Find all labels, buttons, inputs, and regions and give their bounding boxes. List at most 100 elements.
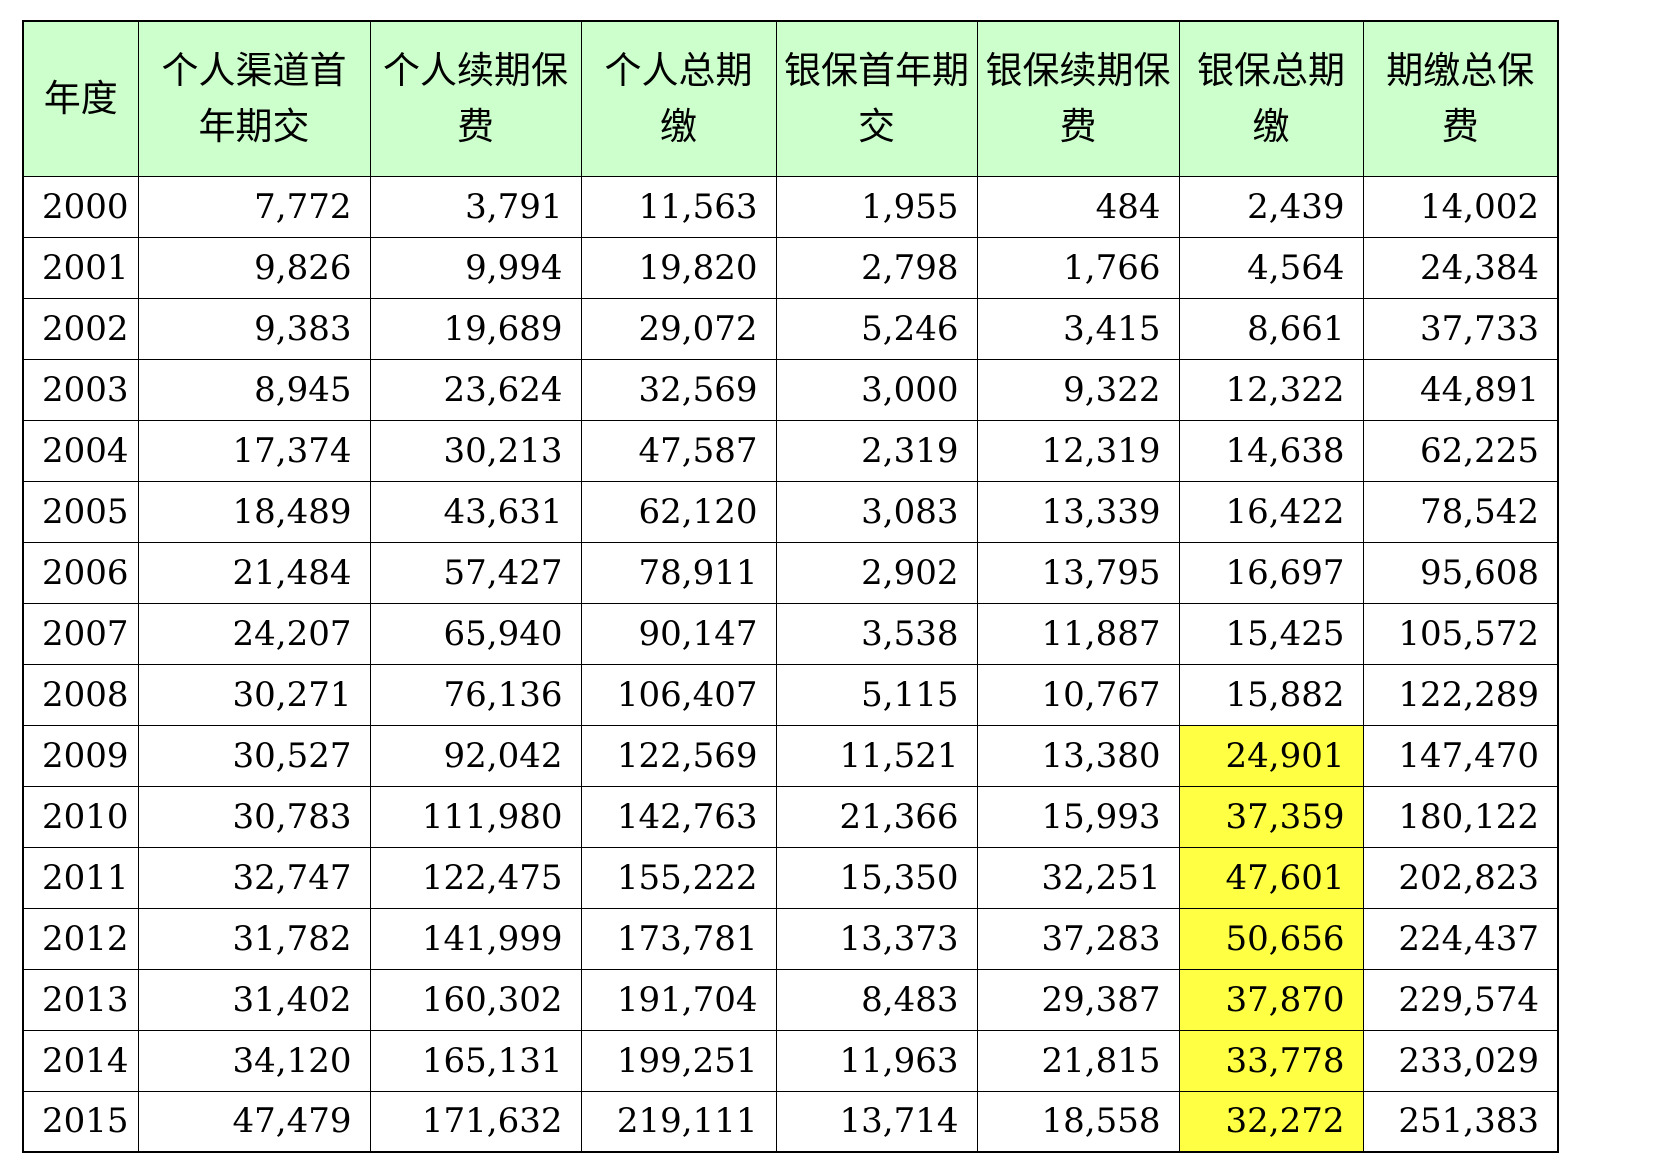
cell-bancassurance-total: 2,439 — [1178, 175, 1364, 238]
cell-total-premium: 95,608 — [1362, 541, 1559, 604]
header-individual-renewal: 个人续期保费 — [369, 20, 582, 177]
cell-individual-total: 173,781 — [580, 907, 777, 970]
cell-bancassurance-first-year: 21,366 — [775, 785, 978, 848]
cell-individual-total: 155,222 — [580, 846, 777, 909]
cell-year: 2012 — [22, 907, 139, 970]
cell-bancassurance-total: 33,778 — [1178, 1029, 1364, 1092]
cell-bancassurance-renewal: 13,339 — [976, 480, 1180, 543]
table-row: 2010 30,783 111,980 142,763 21,366 15,993 37,3… — [22, 785, 1559, 848]
cell-individual-renewal: 111,980 — [369, 785, 582, 848]
cell-total-premium: 78,542 — [1362, 480, 1559, 543]
header-bancassurance-renewal: 银保续期保费 — [976, 20, 1180, 177]
table-row: 2004 17,374 30,213 47,587 2,319 12,319 14,638 6… — [22, 419, 1559, 482]
cell-total-premium: 224,437 — [1362, 907, 1559, 970]
cell-bancassurance-first-year: 5,115 — [775, 663, 978, 726]
cell-bancassurance-total: 8,661 — [1178, 297, 1364, 360]
cell-bancassurance-first-year: 8,483 — [775, 968, 978, 1031]
cell-total-premium: 122,289 — [1362, 663, 1559, 726]
cell-bancassurance-first-year: 3,000 — [775, 358, 978, 421]
cell-total-premium: 105,572 — [1362, 602, 1559, 665]
cell-individual-first-year: 7,772 — [137, 175, 371, 238]
cell-year: 2002 — [22, 297, 139, 360]
cell-individual-renewal: 43,631 — [369, 480, 582, 543]
cell-bancassurance-renewal: 18,558 — [976, 1090, 1180, 1153]
cell-bancassurance-renewal: 9,322 — [976, 358, 1180, 421]
table-row: 2006 21,484 57,427 78,911 2,902 13,795 16,697 9… — [22, 541, 1559, 604]
cell-year: 2004 — [22, 419, 139, 482]
cell-bancassurance-first-year: 5,246 — [775, 297, 978, 360]
cell-bancassurance-renewal: 15,993 — [976, 785, 1180, 848]
cell-bancassurance-first-year: 3,538 — [775, 602, 978, 665]
cell-individual-first-year: 32,747 — [137, 846, 371, 909]
cell-individual-renewal: 23,624 — [369, 358, 582, 421]
table-row: 2005 18,489 43,631 62,120 3,083 13,339 16,422 7… — [22, 480, 1559, 543]
table-row: 2009 30,527 92,042 122,569 11,521 13,380 24,90… — [22, 724, 1559, 787]
cell-individual-renewal: 141,999 — [369, 907, 582, 970]
cell-bancassurance-first-year: 3,083 — [775, 480, 978, 543]
cell-bancassurance-first-year: 2,798 — [775, 236, 978, 299]
cell-individual-total: 142,763 — [580, 785, 777, 848]
cell-individual-renewal: 165,131 — [369, 1029, 582, 1092]
cell-bancassurance-renewal: 3,415 — [976, 297, 1180, 360]
cell-bancassurance-total: 4,564 — [1178, 236, 1364, 299]
cell-total-premium: 202,823 — [1362, 846, 1559, 909]
cell-year: 2005 — [22, 480, 139, 543]
cell-individual-first-year: 47,479 — [137, 1090, 371, 1153]
cell-individual-first-year: 31,402 — [137, 968, 371, 1031]
cell-bancassurance-first-year: 1,955 — [775, 175, 978, 238]
cell-bancassurance-total: 16,422 — [1178, 480, 1364, 543]
cell-individual-total: 90,147 — [580, 602, 777, 665]
cell-individual-first-year: 18,489 — [137, 480, 371, 543]
cell-year: 2003 — [22, 358, 139, 421]
cell-individual-total: 29,072 — [580, 297, 777, 360]
table-row: 2008 30,271 76,136 106,407 5,115 10,767 15,882… — [22, 663, 1559, 726]
cell-individual-first-year: 30,527 — [137, 724, 371, 787]
cell-year: 2013 — [22, 968, 139, 1031]
header-row: 年度 个人渠道首年期交 个人续期保费 个人总期缴 银保首年期交 银保续期保费 银… — [22, 20, 1559, 177]
cell-year: 2001 — [22, 236, 139, 299]
cell-total-premium: 251,383 — [1362, 1090, 1559, 1153]
cell-individual-total: 11,563 — [580, 175, 777, 238]
cell-bancassurance-total: 14,638 — [1178, 419, 1364, 482]
cell-year: 2009 — [22, 724, 139, 787]
cell-individual-first-year: 21,484 — [137, 541, 371, 604]
cell-bancassurance-renewal: 13,795 — [976, 541, 1180, 604]
premium-data-table: 年度 个人渠道首年期交 个人续期保费 个人总期缴 银保首年期交 银保续期保费 银… — [22, 20, 1559, 1153]
cell-bancassurance-renewal: 29,387 — [976, 968, 1180, 1031]
cell-individual-renewal: 9,994 — [369, 236, 582, 299]
cell-bancassurance-first-year: 15,350 — [775, 846, 978, 909]
table-row: 2015 47,479 171,632 219,111 13,714 18,558 32,2… — [22, 1090, 1559, 1153]
header-individual-total: 个人总期缴 — [580, 20, 777, 177]
cell-individual-renewal: 76,136 — [369, 663, 582, 726]
table-row: 2014 34,120 165,131 199,251 11,963 21,815 33,7… — [22, 1029, 1559, 1092]
cell-individual-renewal: 92,042 — [369, 724, 582, 787]
cell-bancassurance-renewal: 1,766 — [976, 236, 1180, 299]
cell-individual-first-year: 34,120 — [137, 1029, 371, 1092]
cell-bancassurance-total: 37,870 — [1178, 968, 1364, 1031]
cell-total-premium: 14,002 — [1362, 175, 1559, 238]
cell-bancassurance-total: 24,901 — [1178, 724, 1364, 787]
cell-year: 2007 — [22, 602, 139, 665]
cell-bancassurance-first-year: 2,902 — [775, 541, 978, 604]
cell-bancassurance-first-year: 13,373 — [775, 907, 978, 970]
cell-individual-renewal: 171,632 — [369, 1090, 582, 1153]
cell-bancassurance-renewal: 13,380 — [976, 724, 1180, 787]
cell-year: 2006 — [22, 541, 139, 604]
cell-bancassurance-total: 15,882 — [1178, 663, 1364, 726]
table-row: 2013 31,402 160,302 191,704 8,483 29,387 37,87… — [22, 968, 1559, 1031]
cell-year: 2010 — [22, 785, 139, 848]
header-total-premium: 期缴总保费 — [1362, 20, 1559, 177]
cell-individual-renewal: 122,475 — [369, 846, 582, 909]
cell-individual-renewal: 30,213 — [369, 419, 582, 482]
cell-individual-renewal: 65,940 — [369, 602, 582, 665]
cell-bancassurance-total: 37,359 — [1178, 785, 1364, 848]
cell-individual-total: 122,569 — [580, 724, 777, 787]
cell-bancassurance-total: 50,656 — [1178, 907, 1364, 970]
header-individual-first-year: 个人渠道首年期交 — [137, 20, 371, 177]
cell-bancassurance-total: 12,322 — [1178, 358, 1364, 421]
cell-bancassurance-renewal: 37,283 — [976, 907, 1180, 970]
table-row: 2001 9,826 9,994 19,820 2,798 1,766 4,564 24,38… — [22, 236, 1559, 299]
cell-bancassurance-total: 47,601 — [1178, 846, 1364, 909]
cell-bancassurance-first-year: 2,319 — [775, 419, 978, 482]
cell-bancassurance-renewal: 484 — [976, 175, 1180, 238]
